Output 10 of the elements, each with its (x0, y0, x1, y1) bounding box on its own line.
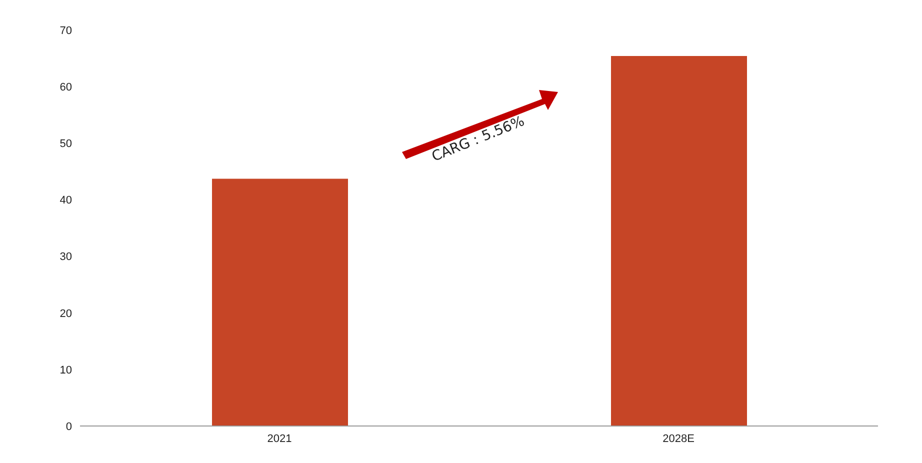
x-tick-label: 2021 (267, 432, 292, 445)
y-tick-label: 60 (60, 81, 72, 94)
y-tick-label: 50 (60, 138, 72, 150)
y-tick-label: 20 (60, 308, 72, 320)
y-tick-label: 40 (60, 194, 72, 207)
x-tick-label: 2028E (662, 432, 694, 445)
y-tick-label: 0 (66, 420, 72, 433)
y-tick-label: 10 (60, 364, 72, 376)
y-tick-label: 30 (60, 251, 72, 264)
y-tick-label: 70 (60, 24, 72, 37)
